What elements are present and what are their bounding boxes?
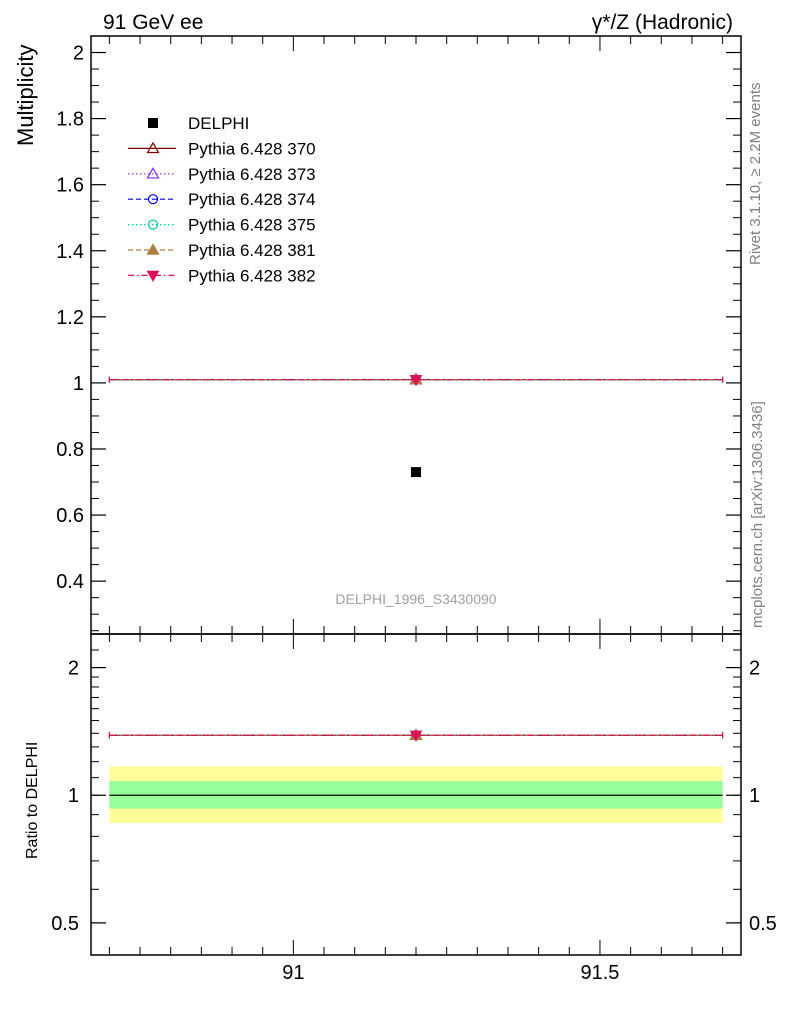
main-ytick-label: 0.4 [56, 571, 84, 593]
legend-label-2: Pythia 6.428 373 [188, 165, 316, 184]
legend-marker-4 [147, 219, 159, 230]
main-ytick-label: 2 [73, 43, 84, 65]
main-ytick-label: 1.4 [56, 241, 84, 263]
ratio-series-marker-5 [409, 730, 423, 742]
legend-marker-6 [146, 270, 160, 282]
ratio-ytick-label-right: 0.5 [749, 913, 777, 935]
legend-item-0: DELPHI [148, 114, 249, 133]
legend-marker-3 [147, 194, 159, 205]
main-ytick-label: 1.6 [56, 175, 84, 197]
legend-item-5: Pythia 6.428 381 [128, 241, 316, 260]
header-left: 91 GeV ee [103, 11, 203, 34]
ratio-ytick-label-left: 1 [68, 785, 79, 807]
legend-item-2: Pythia 6.428 373 [128, 165, 316, 184]
rivet-label: Rivet 3.1.10, ≥ 2.2M events [747, 83, 764, 266]
mcplots-label: mcplots.cern.ch [arXiv:1306.3436] [749, 401, 766, 628]
legend-item-6: Pythia 6.428 382 [128, 266, 316, 285]
main-series-marker-6 [409, 374, 423, 387]
ratio-ytick-label-left: 0.5 [51, 913, 79, 935]
legend-label-3: Pythia 6.428 374 [188, 190, 316, 209]
legend-item-4: Pythia 6.428 375 [128, 216, 316, 235]
legend-marker-2 [146, 167, 160, 179]
legend: DELPHI Pythia 6.428 370 Pythia 6.428 373 Py… [128, 114, 316, 285]
main-series-marker-0 [411, 467, 421, 478]
watermark: DELPHI_1996_S3430090 [335, 591, 496, 607]
legend-marker-5 [146, 243, 160, 255]
main-ytick-label: 1 [73, 373, 84, 395]
main-ytick-label: 0.8 [56, 439, 84, 461]
ratio-ytick-label-right: 1 [749, 785, 760, 807]
legend-label-5: Pythia 6.428 381 [188, 241, 316, 260]
ratio-ytick-label-right: 2 [749, 658, 760, 680]
ratio-xtick-label: 91 [282, 962, 304, 984]
ratio-ytick-label-left: 2 [68, 658, 79, 680]
main-ytick-label: 0.6 [56, 505, 84, 527]
legend-marker-1 [146, 141, 160, 154]
header-right: γ*/Z (Hadronic) [592, 11, 733, 34]
legend-marker-0 [148, 118, 158, 128]
ratio-xtick-label: 91.5 [580, 962, 619, 984]
legend-label-1: Pythia 6.428 370 [188, 139, 316, 158]
legend-item-1: Pythia 6.428 370 [128, 139, 316, 158]
legend-label-6: Pythia 6.428 382 [188, 266, 316, 285]
main-ytick-label: 1.8 [56, 109, 84, 131]
ratio-ylabel: Ratio to DELPHI [24, 742, 41, 859]
main-ylabel: Multiplicity [13, 45, 38, 146]
ratio-plot-area: 0.5 0.5 1 1 2 2 91 91.5 [51, 633, 777, 984]
legend-label-4: Pythia 6.428 375 [188, 216, 316, 235]
main-plot-area: 0.4 0.6 0.8 1 1.2 1.4 1.6 1.8 2 [56, 35, 742, 635]
main-ytick-label: 1.2 [56, 307, 84, 329]
legend-item-3: Pythia 6.428 374 [128, 190, 316, 209]
legend-label-0: DELPHI [188, 114, 249, 133]
